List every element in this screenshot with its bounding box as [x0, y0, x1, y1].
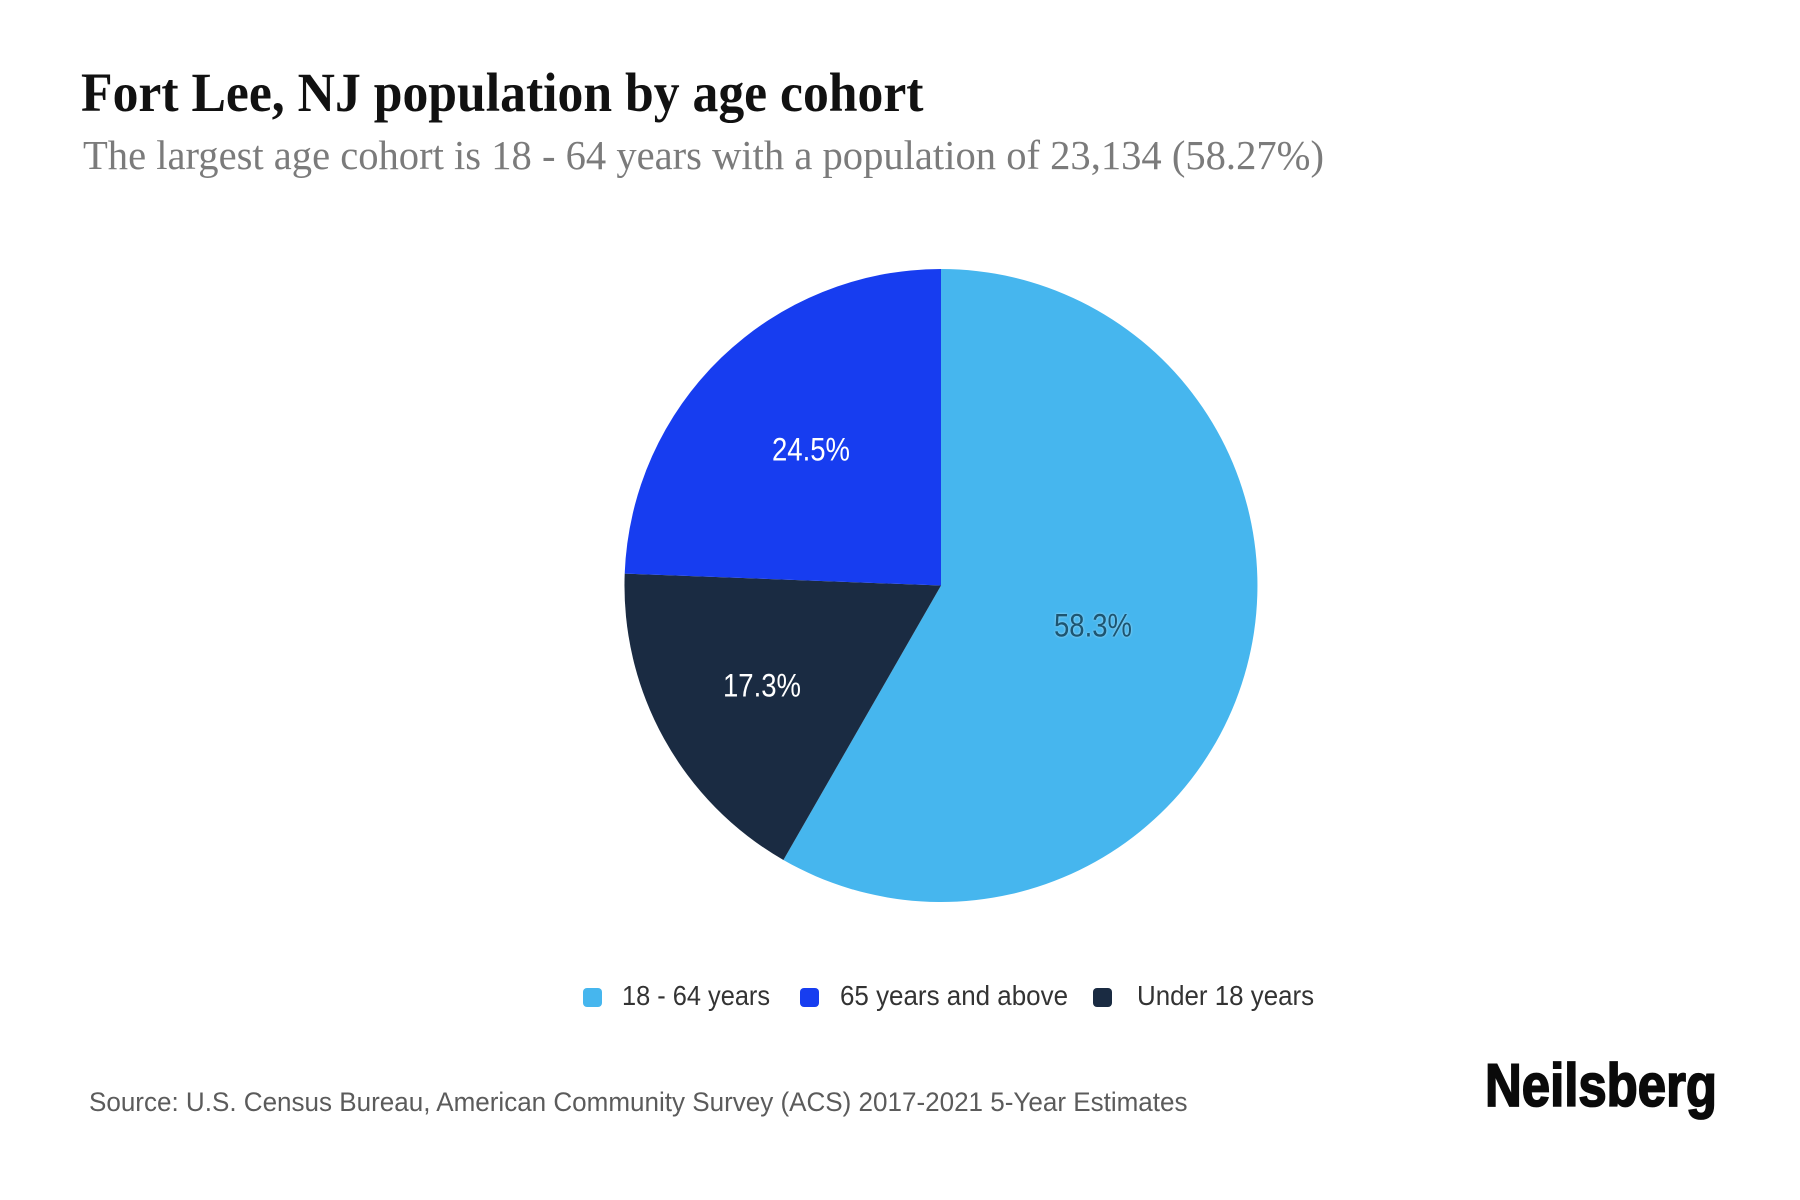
svg-text:Neilsberg: Neilsberg: [1485, 1052, 1717, 1119]
